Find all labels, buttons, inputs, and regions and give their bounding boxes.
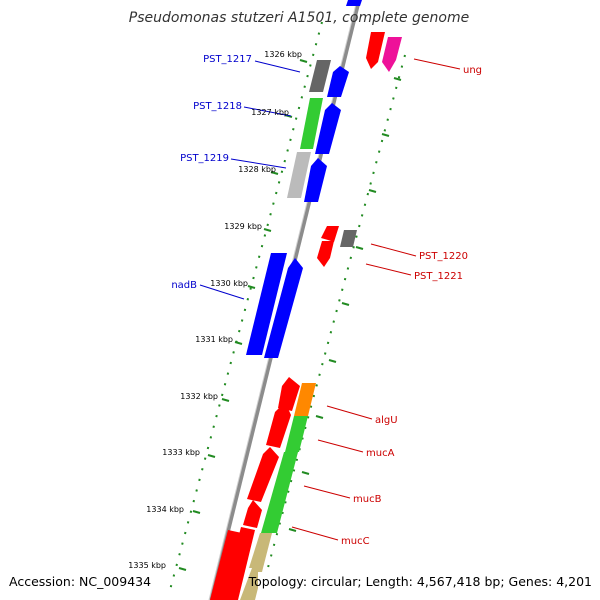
forward-features	[210, 0, 362, 600]
scale-label: 1329 kbp	[224, 222, 262, 231]
gene-ung-red[interactable]	[366, 32, 385, 69]
scale-labels: 1326 kbp 1327 kbp 1328 kbp 1329 kbp 1330…	[128, 50, 302, 570]
map-title: Pseudomonas stutzeri A1501, complete gen…	[129, 10, 469, 26]
leader-mucb	[303, 485, 351, 499]
scale-label: 1331 kbp	[195, 335, 233, 344]
scale-label: 1335 kbp	[128, 561, 166, 570]
gene-label-algu[interactable]: algU	[375, 415, 398, 426]
gene-pst1220-red[interactable]	[321, 226, 339, 242]
scale-label: 1326 kbp	[264, 50, 302, 59]
gene-mucc-red[interactable]	[243, 500, 262, 528]
gene-mucb-red[interactable]	[247, 447, 279, 502]
scale-label: 1327 kbp	[251, 108, 289, 117]
gene-bottom-red-2[interactable]	[210, 530, 242, 600]
gene-pst1218-green[interactable]	[300, 98, 323, 149]
leader-nadb	[199, 284, 245, 300]
leader-pst1220	[370, 243, 417, 257]
gene-label-nadb[interactable]: nadB	[171, 280, 197, 291]
gene-label-pst1221[interactable]: PST_1221	[414, 271, 463, 282]
gene-pst1218-blue[interactable]	[315, 103, 341, 154]
reverse-features	[240, 32, 402, 600]
gene-mucc-tan[interactable]	[249, 533, 272, 568]
gene-label-pst1217[interactable]: PST_1217	[203, 54, 252, 65]
gene-bottom-red-1[interactable]	[222, 527, 255, 600]
gene-label-pst1219[interactable]: PST_1219	[180, 153, 229, 164]
leader-algu	[326, 405, 373, 420]
leader-pst1219	[230, 158, 287, 169]
gene-pst1219-gray[interactable]	[287, 152, 311, 198]
scale-label: 1328 kbp	[238, 165, 276, 174]
leader-pst1217	[254, 60, 301, 73]
gene-ung-magenta[interactable]	[382, 37, 402, 72]
leader-mucc	[291, 526, 339, 541]
leader-pst1221	[365, 263, 412, 276]
scale-label: 1333 kbp	[162, 448, 200, 457]
gene-algu-red[interactable]	[278, 377, 300, 411]
leader-pst1218	[243, 106, 292, 117]
gene-nadb-right[interactable]	[264, 258, 303, 358]
scale-label: 1334 kbp	[146, 505, 184, 514]
leader-muca	[317, 439, 364, 453]
summary-background	[258, 572, 596, 592]
outer-major-ticks	[288, 77, 402, 532]
gene-pst1217-blue[interactable]	[327, 66, 349, 97]
gene-algu-orange[interactable]	[294, 383, 316, 416]
gene-mucb-green[interactable]	[261, 452, 298, 533]
gene-pst1217-gray[interactable]	[309, 60, 331, 92]
gene-pst1219-blue[interactable]	[304, 158, 327, 202]
gene-pst1221-red[interactable]	[317, 241, 334, 267]
gene-label-mucc[interactable]: mucC	[341, 536, 370, 547]
gene-label-pst1218[interactable]: PST_1218	[193, 101, 242, 112]
gene-label-muca[interactable]: mucA	[366, 448, 395, 459]
scale-label: 1332 kbp	[180, 392, 218, 401]
gene-bottom-tan[interactable]	[240, 568, 263, 600]
summary-text: Topology: circular; Length: 4,567,418 bp…	[248, 574, 592, 589]
gene-label-ung[interactable]: ung	[463, 65, 482, 76]
reverse-gene-labels: ung PST_1220 PST_1221 algU mucA mucB muc…	[341, 65, 482, 547]
gene-muca-green[interactable]	[285, 416, 308, 452]
leader-lines	[199, 58, 461, 541]
gene-pst1220-gray[interactable]	[340, 230, 357, 247]
outer-ruler-track	[261, 54, 406, 591]
gene-label-mucb[interactable]: mucB	[353, 494, 382, 505]
gene-top-blue[interactable]	[346, 0, 362, 6]
accession-background	[6, 572, 158, 592]
leader-ung	[413, 58, 461, 70]
inner-major-ticks	[178, 59, 308, 571]
gene-nadb-left[interactable]	[246, 253, 287, 355]
gene-muca-red[interactable]	[266, 402, 291, 448]
forward-gene-labels: PST_1217 PST_1218 PST_1219 nadB	[171, 54, 252, 291]
accession-text: Accession: NC_009434	[9, 574, 151, 589]
gene-label-pst1220[interactable]: PST_1220	[419, 251, 468, 262]
scale-label: 1330 kbp	[210, 279, 248, 288]
